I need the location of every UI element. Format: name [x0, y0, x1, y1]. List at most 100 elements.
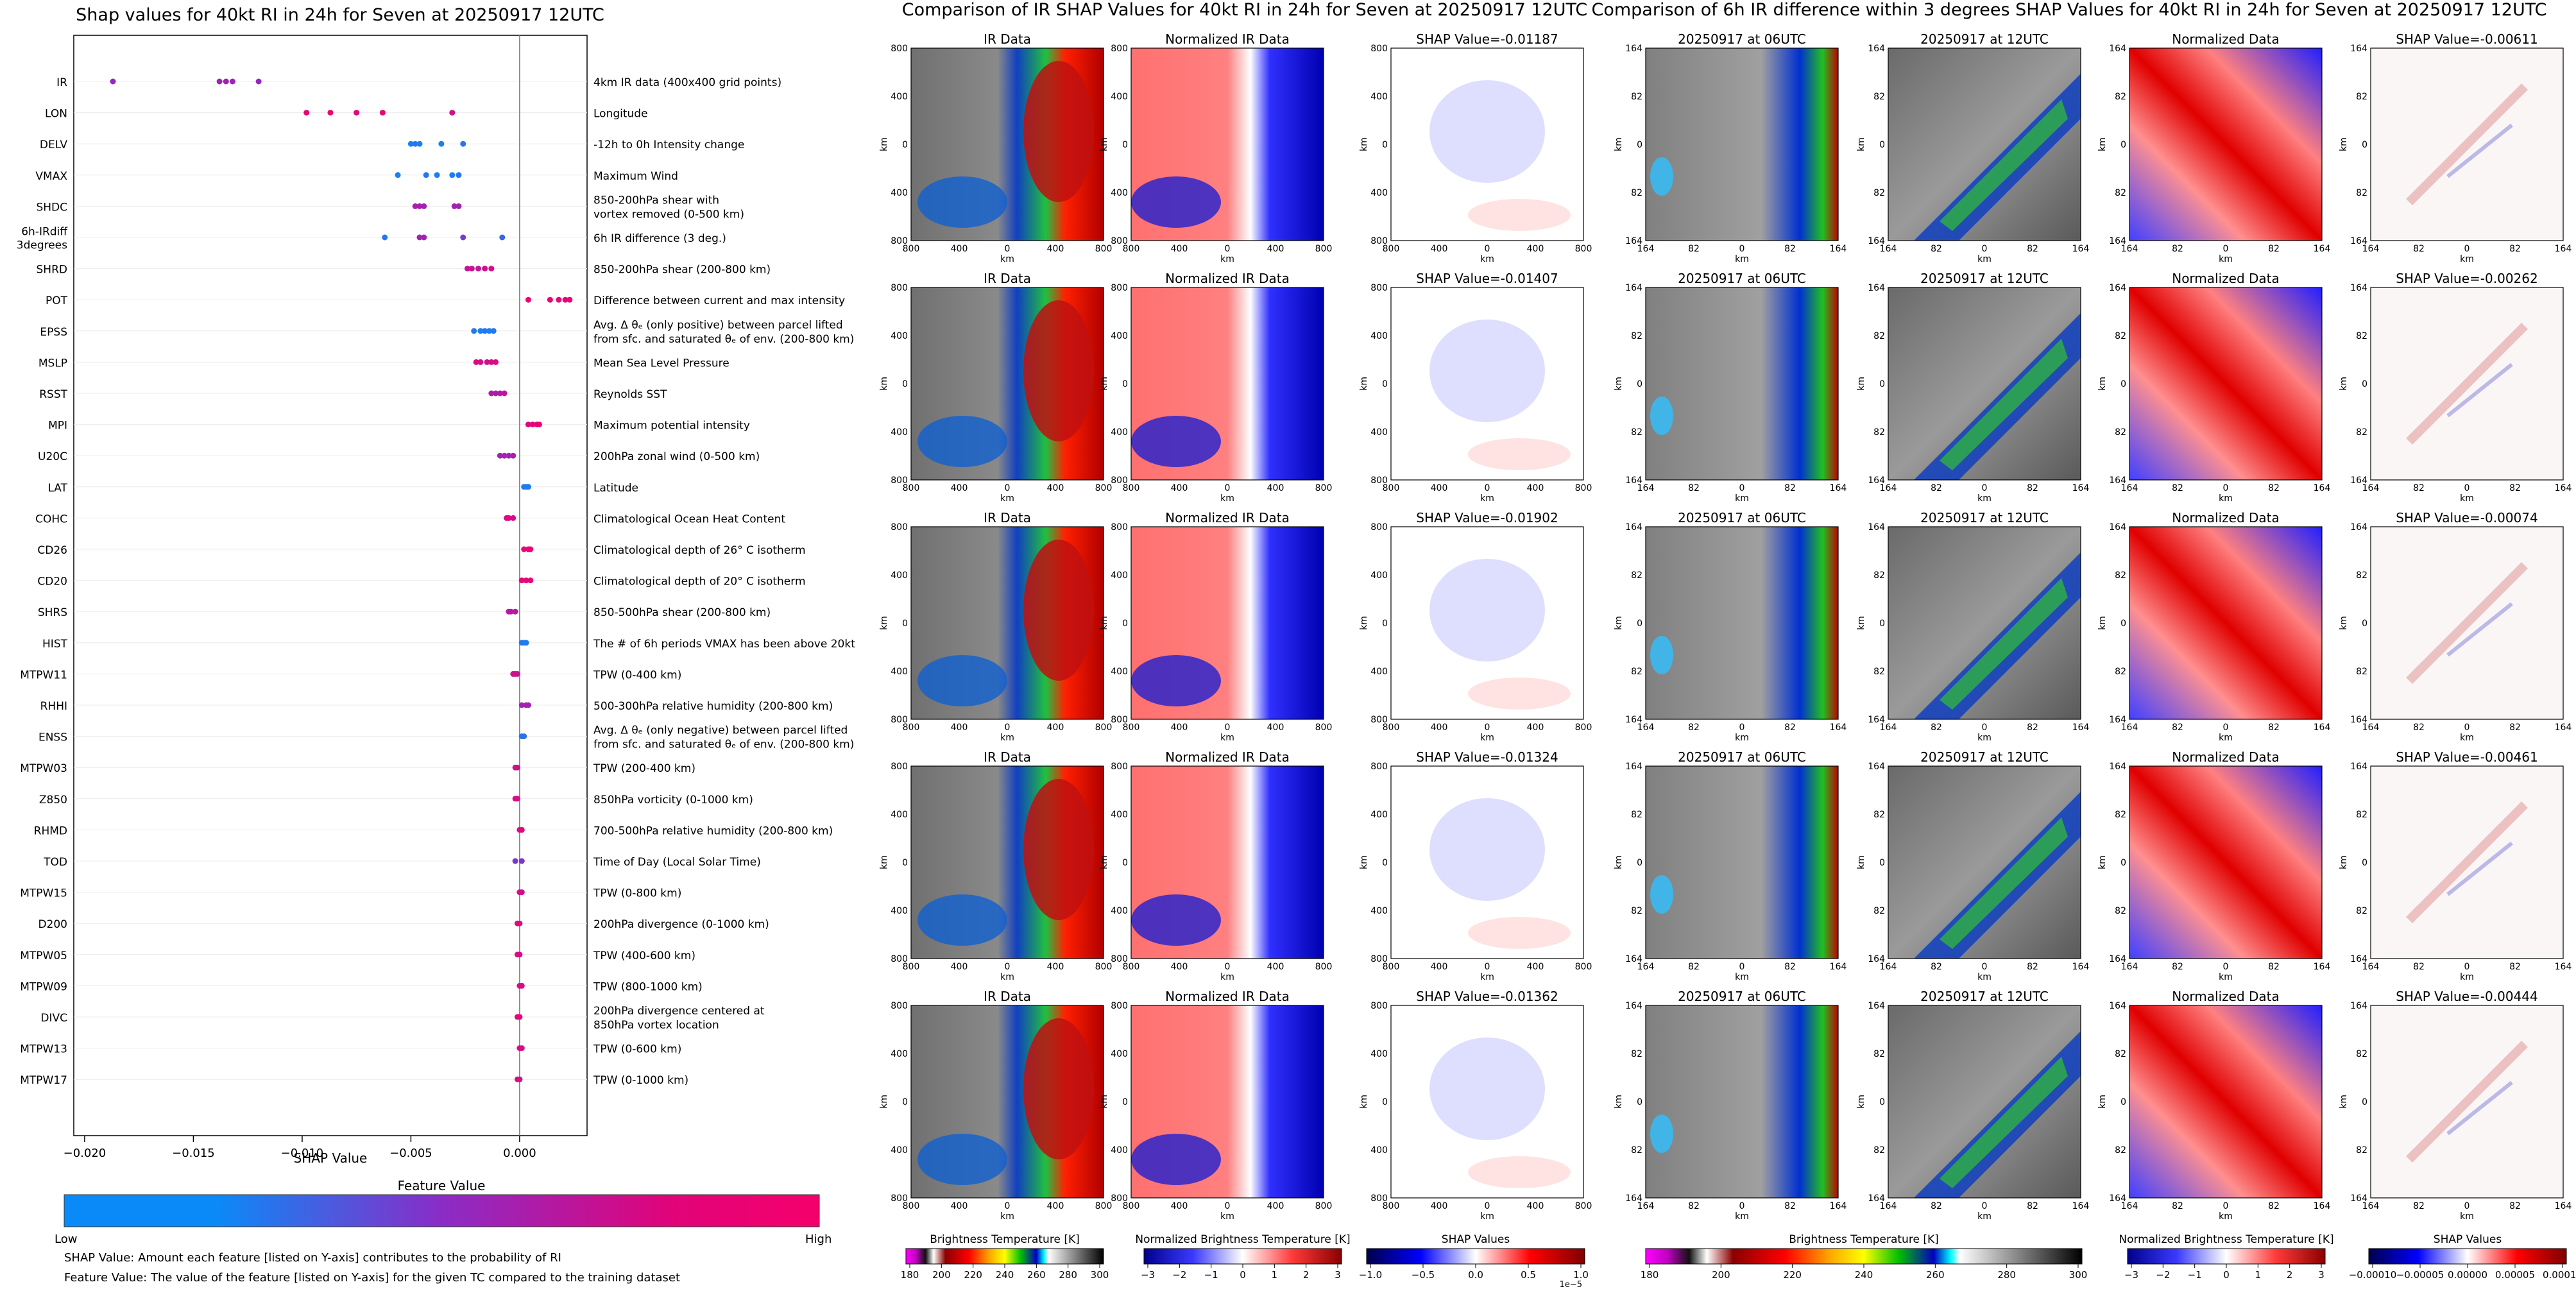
shap-point [516, 1014, 523, 1020]
normalized-cloud-band [1131, 176, 1221, 228]
y-axis-label: km [879, 137, 889, 151]
panel-frame [910, 765, 1104, 959]
y-axis-label: km [1614, 377, 1624, 391]
shap-point [303, 110, 310, 116]
ir-diff-image-grid: 164 164 82 82 0 0 82 82 164 164 km km 20250917 at 06… [1614, 31, 2572, 1222]
cloud-band [1914, 313, 2081, 480]
y-tick-label: 800 [1370, 522, 1388, 533]
panel-title: IR Data [984, 749, 1031, 765]
shap-point [471, 328, 477, 334]
x-tick-label: 800 [1383, 722, 1400, 733]
y-tick-label: 800 [891, 522, 908, 533]
shap-diff-image [2371, 766, 2563, 959]
y-tick-label: 164 [1625, 1193, 1642, 1204]
x-tick-label: 82 [2268, 244, 2280, 254]
y-tick-label: 0 [2362, 140, 2367, 150]
x-tick-label: 164 [2072, 722, 2090, 733]
x-tick-label: 164 [1880, 244, 1897, 254]
x-axis-label: km [1480, 733, 1494, 743]
x-tick-label: 164 [2362, 722, 2380, 733]
ir-comparison-title: Comparison of IR SHAP Values for 40kt RI… [902, 0, 1588, 20]
feature-name: D200 [38, 918, 67, 931]
x-tick-label: 82 [2027, 722, 2038, 733]
colorbar-tick-label: −2 [2156, 1269, 2170, 1281]
colorbar-tick-label: 300 [2069, 1269, 2088, 1281]
x-tick-label: 0 [1982, 1201, 1988, 1211]
y-axis-label: km [1614, 1095, 1624, 1109]
y-tick-label: 800 [891, 954, 908, 964]
y-tick-label: 82 [1631, 92, 1642, 102]
panel-frame [1390, 765, 1584, 959]
y-axis-label: km [1856, 137, 1866, 151]
x-tick-label: 0 [2223, 962, 2229, 972]
colorbar-title: Brightness Temperature [K] [1789, 1233, 1938, 1246]
cloud-band [1914, 1031, 2081, 1198]
x-tick-label: 164 [1637, 483, 1655, 493]
x-tick-label: 164 [2314, 244, 2331, 254]
shap-point [451, 203, 457, 209]
normalized-cloud-band [1131, 655, 1221, 706]
x-tick-label: 82 [2268, 722, 2280, 733]
y-tick-label: 400 [891, 1145, 908, 1156]
shap-point [518, 1045, 525, 1052]
shap-diff-image [2371, 1005, 2563, 1198]
normalized-diff-image [2129, 766, 2322, 959]
y-axis-label: km [2097, 855, 2108, 869]
shap-point [456, 172, 462, 178]
panel-title: SHAP Value=-0.01407 [1416, 271, 1558, 286]
ir-cloud-band [917, 655, 1007, 706]
x-tick-label: 0 [1982, 962, 1988, 972]
x-tick-label: 400 [1047, 962, 1064, 972]
panel-frame [1130, 47, 1324, 241]
shap-point [547, 296, 553, 303]
x-tick-label: 0 [1225, 962, 1231, 972]
shap-point [516, 920, 523, 926]
y-tick-label: 164 [2350, 1001, 2367, 1011]
ir-panel: 80080040040000400400800800kmkmNormalized… [1099, 989, 1332, 1222]
x-tick-label: 0 [1739, 483, 1745, 493]
x-tick-label: 400 [1431, 722, 1448, 733]
feature-description: Climatological depth of 20° C isotherm [593, 576, 806, 588]
x-tick-label: 164 [2121, 483, 2138, 493]
x-tick-label: 82 [2509, 244, 2521, 254]
colorbar-tick-label: 1 [1272, 1269, 1278, 1281]
y-tick-label: 164 [1868, 475, 1885, 486]
y-tick-label: 0 [902, 858, 908, 868]
panel-frame [1888, 526, 2081, 720]
colorbar-tick-label: 260 [1926, 1269, 1945, 1281]
shap-point [512, 608, 518, 615]
y-axis-label: km [1856, 616, 1866, 630]
y-tick-label: 82 [1631, 906, 1642, 916]
x-tick-label: 800 [1383, 962, 1400, 972]
cloud-band [1914, 552, 2081, 719]
shap-diff-streak [2446, 363, 2513, 418]
y-tick-label: 82 [1631, 1049, 1642, 1059]
feature-name: DELV [40, 139, 67, 151]
panel-title: 20250917 at 12UTC [1920, 510, 2049, 525]
shap-positive-area [1468, 199, 1571, 231]
y-tick-label: 164 [2109, 475, 2126, 486]
panel-frame [2370, 526, 2564, 720]
y-tick-label: 0 [1122, 858, 1128, 868]
x-tick-label: 800 [1315, 483, 1333, 493]
plot-frame [73, 35, 588, 1136]
shap-diff-streak [2406, 83, 2528, 205]
panel-title: SHAP Value=-0.01902 [1416, 510, 1558, 525]
panel-frame [1645, 526, 1839, 720]
y-tick-label: 400 [891, 667, 908, 677]
feature-description: TPW (0-600 km) [593, 1043, 681, 1056]
y-tick-label: 0 [2120, 858, 2126, 868]
ir-cloud-band [917, 894, 1007, 946]
shap-diff-streak [2406, 323, 2528, 445]
y-tick-label: 82 [2115, 667, 2126, 677]
y-tick-label: 164 [2350, 762, 2367, 772]
panel-title: Normalized IR Data [1165, 989, 1290, 1004]
ir-diff-image [1646, 287, 1838, 480]
shap-positive-area [1468, 917, 1571, 949]
y-tick-label: 164 [1868, 1001, 1885, 1011]
